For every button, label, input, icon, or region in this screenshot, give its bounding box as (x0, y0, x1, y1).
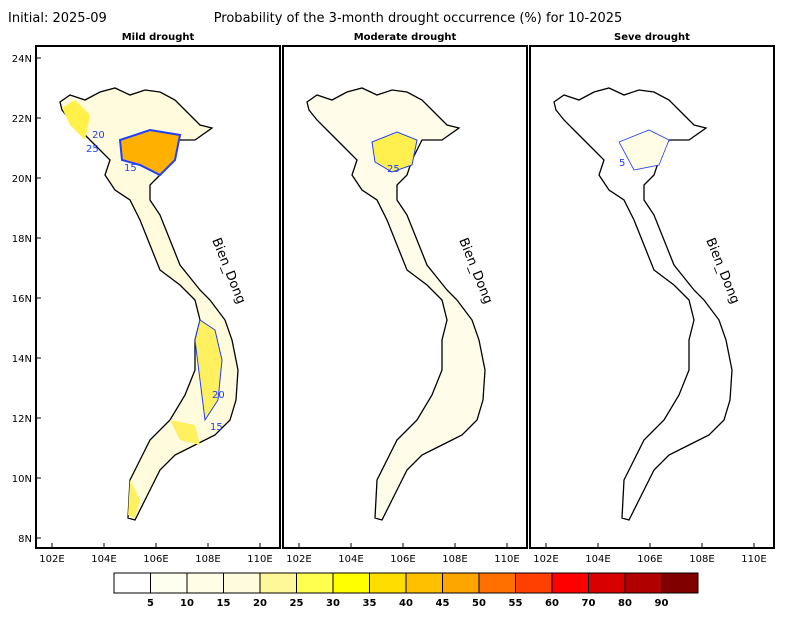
colorbar-label: 90 (655, 598, 669, 609)
contour-label: 20 (212, 390, 225, 401)
colorbar-label: 40 (399, 598, 413, 609)
lon-tick-label: 106E (143, 554, 168, 565)
colorbar-label: 55 (509, 598, 523, 609)
colorbar-label: 5 (147, 598, 154, 609)
light-region-red-river-delta (618, 129, 670, 171)
contour-label: 15 (124, 163, 137, 174)
lon-tick-label: 102E (286, 554, 311, 565)
colorbar-swatch (442, 572, 480, 594)
colorbar-label: 25 (290, 598, 304, 609)
colorbar-swatch (588, 572, 626, 594)
panel-title: Mild drought (122, 32, 195, 43)
lon-tick-label: 110E (741, 554, 766, 565)
lon-tick-label: 110E (247, 554, 272, 565)
panel-moderate-drought: Moderate drought 25 Bien_Dong (282, 32, 528, 549)
lat-tick-label: 14N (12, 354, 32, 365)
lon-tick-label: 102E (533, 554, 558, 565)
yellow-region-south (170, 420, 200, 445)
lon-tick-label: 106E (637, 554, 662, 565)
yellow-region-northwest (62, 100, 90, 140)
contour-label: 20 (92, 130, 105, 141)
lon-tick-label: 104E (338, 554, 363, 565)
colorbar: 5 10 15 20 25 30 35 40 45 50 55 60 70 80 90 (113, 572, 699, 609)
colorbar-label: 35 (363, 598, 377, 609)
colorbar-swatch (515, 572, 553, 594)
colorbar-swatch (624, 572, 662, 594)
lon-tick-label: 104E (585, 554, 610, 565)
yellow-region-central-highlands (194, 319, 223, 422)
colorbar-label: 45 (436, 598, 450, 609)
lat-tick-label: 8N (18, 534, 32, 545)
contour-label: 25 (86, 144, 99, 155)
lat-tick-label: 24N (12, 54, 32, 65)
contour-label: 15 (210, 422, 223, 433)
colorbar-label: 80 (618, 598, 632, 609)
colorbar-label: 15 (217, 598, 231, 609)
lat-tick-label: 18N (12, 234, 32, 245)
figure-title: Probability of the 3-month drought occur… (214, 11, 623, 26)
orange-region-red-river-delta (118, 128, 182, 177)
colorbar-swatch (369, 572, 407, 594)
lat-tick-label: 20N (12, 174, 32, 185)
panel-severe-drought: Seve drought 5 Bien_Dong (529, 32, 775, 549)
lat-tick-label: 12N (12, 414, 32, 425)
colorbar-swatch (296, 572, 334, 594)
colorbar-swatch (113, 572, 151, 594)
lon-tick-label: 108E (689, 554, 714, 565)
colorbar-swatch (661, 572, 699, 594)
lon-tick-label: 102E (39, 554, 64, 565)
colorbar-swatch (332, 572, 370, 594)
colorbar-swatch (259, 572, 297, 594)
colorbar-swatch (478, 572, 516, 594)
panel-mild-drought: Mild drought 20 25 15 20 15 Bien_Dong (35, 32, 281, 549)
lon-tick-label: 108E (195, 554, 220, 565)
lat-tick-label: 10N (12, 474, 32, 485)
lon-tick-label: 110E (494, 554, 519, 565)
colorbar-swatch (551, 572, 589, 594)
colorbar-swatch (150, 572, 188, 594)
colorbar-label: 60 (545, 598, 559, 609)
lat-tick-label: 22N (12, 114, 32, 125)
colorbar-label: 30 (326, 598, 340, 609)
colorbar-swatch (405, 572, 443, 594)
initial-date-label: Initial: 2025-09 (8, 11, 107, 26)
yellow-region-red-river-delta (371, 131, 418, 173)
panel-title: Seve drought (614, 32, 690, 43)
axis-ticks: 24N 22N 20N 18N 16N 14N 12N 10N 8N 102E 104E 106E 10… (12, 54, 767, 565)
yellow-region-camau (128, 480, 140, 518)
lon-tick-label: 104E (91, 554, 116, 565)
lat-tick-label: 16N (12, 294, 32, 305)
colorbar-label: 10 (180, 598, 194, 609)
colorbar-label: 50 (472, 598, 486, 609)
colorbar-label: 70 (582, 598, 596, 609)
contour-label: 25 (387, 164, 400, 175)
colorbar-label: 20 (253, 598, 267, 609)
panel-title: Moderate drought (354, 32, 457, 43)
lon-tick-label: 108E (442, 554, 467, 565)
colorbar-swatch (223, 572, 261, 594)
lon-tick-label: 106E (390, 554, 415, 565)
contour-label: 5 (619, 158, 625, 169)
colorbar-swatch (186, 572, 224, 594)
